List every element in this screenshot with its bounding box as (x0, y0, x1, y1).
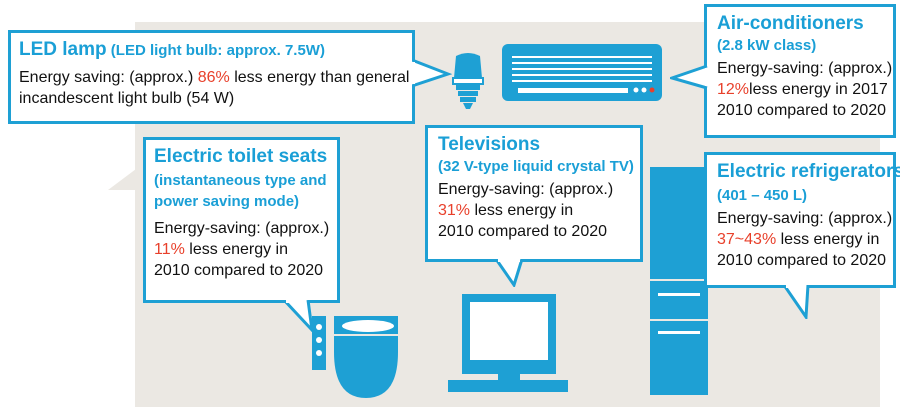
toilet-seat-callout: Electric toilet seats (instantaneous typ… (143, 137, 340, 303)
toilet-seat-suffix: less energy in (184, 241, 289, 258)
led-lamp-pointer (412, 58, 452, 88)
led-lamp-percent: 86% (197, 69, 230, 86)
air-conditioner-line1: Energy-saving: (approx.) (717, 60, 893, 77)
toilet-seat-line3: 2010 compared to 2020 (154, 262, 324, 279)
refrigerator-text: Energy-saving: (approx.) 37~43% less ene… (717, 208, 892, 271)
television-subtitle: (32 V-type liquid crystal TV) (438, 158, 634, 175)
air-conditioner-suffix: less energy in 2017 (749, 81, 888, 98)
television-percent: 31% (438, 202, 471, 219)
toilet-seat-subtitle-2: power saving mode) (154, 193, 300, 210)
led-lamp-line2: incandescent light bulb (54 W) (19, 90, 235, 107)
air-conditioner-pointer (670, 64, 708, 90)
led-lamp-subtitle: (LED light bulb: approx. 7.5W) (106, 42, 325, 59)
led-bulb-icon (452, 53, 484, 109)
refrigerator-title: Electric refrigerators (717, 161, 900, 182)
led-lamp-prefix: Energy saving: (approx.) (19, 69, 198, 86)
refrigerator-percent: 37~43% (717, 231, 777, 248)
refrigerator-suffix: less energy in (776, 231, 880, 248)
refrigerator-pointer (782, 285, 810, 319)
television-line3: 2010 compared to 2020 (438, 223, 608, 240)
air-conditioner-title: Air-conditioners (717, 13, 864, 34)
air-conditioner-callout: Air-conditioners (2.8 kW class) Energy-s… (704, 4, 896, 138)
refrigerator-line1: Energy-saving: (approx.) (717, 210, 893, 227)
television-callout: Televisions (32 V-type liquid crystal TV… (425, 125, 643, 262)
air-conditioner-text: Energy-saving: (approx.) 12%less energy … (717, 58, 892, 121)
toilet-seat-line1: Energy-saving: (approx.) (154, 220, 330, 237)
led-lamp-suffix: less energy than general (229, 69, 410, 86)
television-icon (448, 294, 568, 392)
air-conditioner-subtitle: (2.8 kW class) (717, 37, 817, 54)
television-pointer (494, 259, 524, 287)
toilet-icon (312, 316, 398, 398)
air-conditioner-icon (502, 44, 662, 101)
air-conditioner-percent: 12% (717, 81, 750, 98)
refrigerator-line3: 2010 compared to 2020 (717, 252, 887, 269)
refrigerator-subtitle: (401 – 450 L) (717, 187, 808, 204)
television-text: Energy-saving: (approx.) 31% less energy… (438, 179, 634, 242)
toilet-seat-percent: 11% (154, 241, 185, 258)
refrigerator-callout: Electric refrigerators (401 – 450 L) Ene… (704, 152, 900, 288)
toilet-seat-text: Energy-saving: (approx.) 11% less energy… (154, 218, 331, 281)
toilet-seat-subtitle-1: (instantaneous type and (154, 172, 327, 189)
air-conditioner-line3: 2010 compared to 2020 (717, 102, 887, 119)
led-lamp-callout: LED lamp (LED light bulb: approx. 7.5W) … (8, 30, 415, 124)
toilet-seat-title: Electric toilet seats (154, 146, 328, 167)
refrigerator-icon (650, 167, 708, 395)
television-suffix: less energy in (470, 202, 574, 219)
television-title: Televisions (438, 134, 541, 155)
led-lamp-heading: LED lamp (LED light bulb: approx. 7.5W) (19, 39, 402, 61)
roof-edge (108, 160, 148, 190)
toilet-seat-pointer (282, 300, 314, 332)
led-lamp-text: Energy saving: (approx.) 86% less energy… (19, 67, 409, 109)
led-lamp-title: LED lamp (19, 39, 107, 60)
television-line1: Energy-saving: (approx.) (438, 181, 614, 198)
